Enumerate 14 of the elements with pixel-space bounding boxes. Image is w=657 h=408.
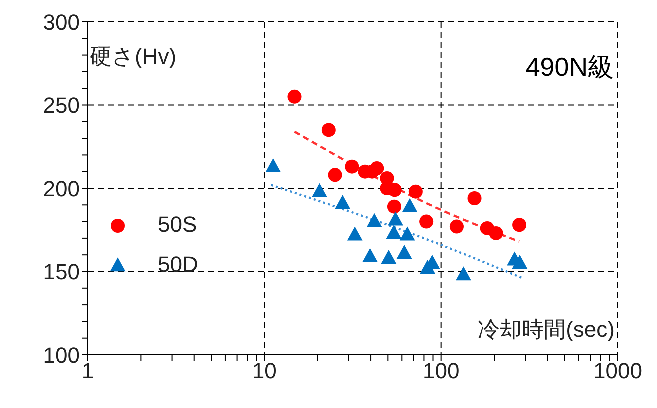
text: 490N級 [526,51,614,84]
y-tick-label: 200 [43,176,80,202]
x-tick-label: 10 [252,358,277,384]
y-tick-label: 250 [43,93,80,118]
x-axis-title: 冷却時間(sec) [478,316,615,344]
x-tick-label: 1 [82,358,94,384]
x-tick-label: 100 [422,358,460,384]
y-tick-label: 100 [43,342,80,368]
y-axis-title: 硬さ(Hv) [90,43,177,71]
legend-label: 50D [158,252,198,278]
y-tick-label: 150 [43,260,80,285]
y-tick-label: 300 [43,10,80,35]
x-tick-label: 1000 [594,358,642,384]
legend-label: 50S [158,212,198,238]
